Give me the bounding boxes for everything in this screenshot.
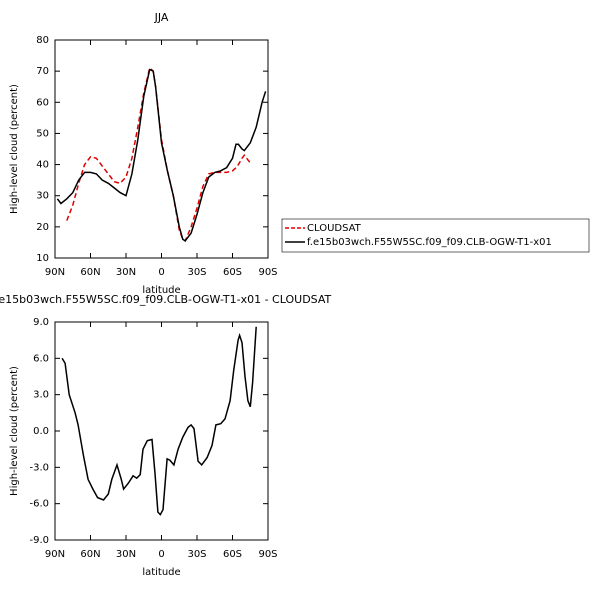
x-tick-label: 30S <box>187 549 206 560</box>
x-tick-label: 0 <box>158 549 164 560</box>
y-tick-label: 9.0 <box>33 317 49 328</box>
plot-frame <box>54 321 269 541</box>
y-tick-label: 0.0 <box>33 426 49 437</box>
y-tick-label: 60 <box>36 97 49 108</box>
x-axis-label: latitude <box>142 567 180 578</box>
x-tick-label: 30N <box>116 267 136 278</box>
x-tick-label: 90S <box>258 267 277 278</box>
x-tick-label: 30S <box>187 267 206 278</box>
y-axis-label: High-level cloud (percent) <box>9 366 20 496</box>
x-tick-label: 90N <box>45 267 65 278</box>
y-tick-label: 6.0 <box>33 353 49 364</box>
y-tick-label: 3.0 <box>33 390 49 401</box>
chart-title: JJA <box>154 11 169 24</box>
data-line <box>66 66 251 243</box>
y-tick-label: 40 <box>36 160 49 171</box>
legend-label: CLOUDSAT <box>307 223 362 234</box>
y-tick-label: -9.0 <box>29 535 49 546</box>
y-tick-label: -3.0 <box>29 462 49 473</box>
x-tick-label: 90N <box>45 549 65 560</box>
x-tick-label: 60N <box>80 267 100 278</box>
y-axis-label: High-level cloud (percent) <box>9 84 20 214</box>
y-tick-label: 50 <box>36 128 49 139</box>
x-tick-label: 60S <box>223 267 242 278</box>
y-tick-label: 20 <box>36 222 49 233</box>
x-axis-label: latitude <box>142 285 180 296</box>
plot-frame <box>54 39 269 259</box>
y-tick-label: 80 <box>36 35 49 46</box>
chart-title: f.e15b03wch.F55W5SC.f09_f09.CLB-OGW-T1-x… <box>0 293 332 306</box>
x-tick-label: 60N <box>80 549 100 560</box>
legend-frame <box>281 218 590 253</box>
data-line <box>61 326 257 516</box>
x-tick-label: 0 <box>158 267 164 278</box>
x-tick-label: 30N <box>116 549 136 560</box>
data-line <box>56 68 267 242</box>
y-tick-label: 10 <box>36 253 49 264</box>
y-tick-label: 30 <box>36 191 49 202</box>
legend-label: f.e15b03wch.F55W5SC.f09_f09.CLB-OGW-T1-x… <box>307 237 552 248</box>
x-tick-label: 60S <box>223 549 242 560</box>
y-tick-label: 70 <box>36 66 49 77</box>
y-tick-label: -6.0 <box>29 499 49 510</box>
x-tick-label: 90S <box>258 549 277 560</box>
